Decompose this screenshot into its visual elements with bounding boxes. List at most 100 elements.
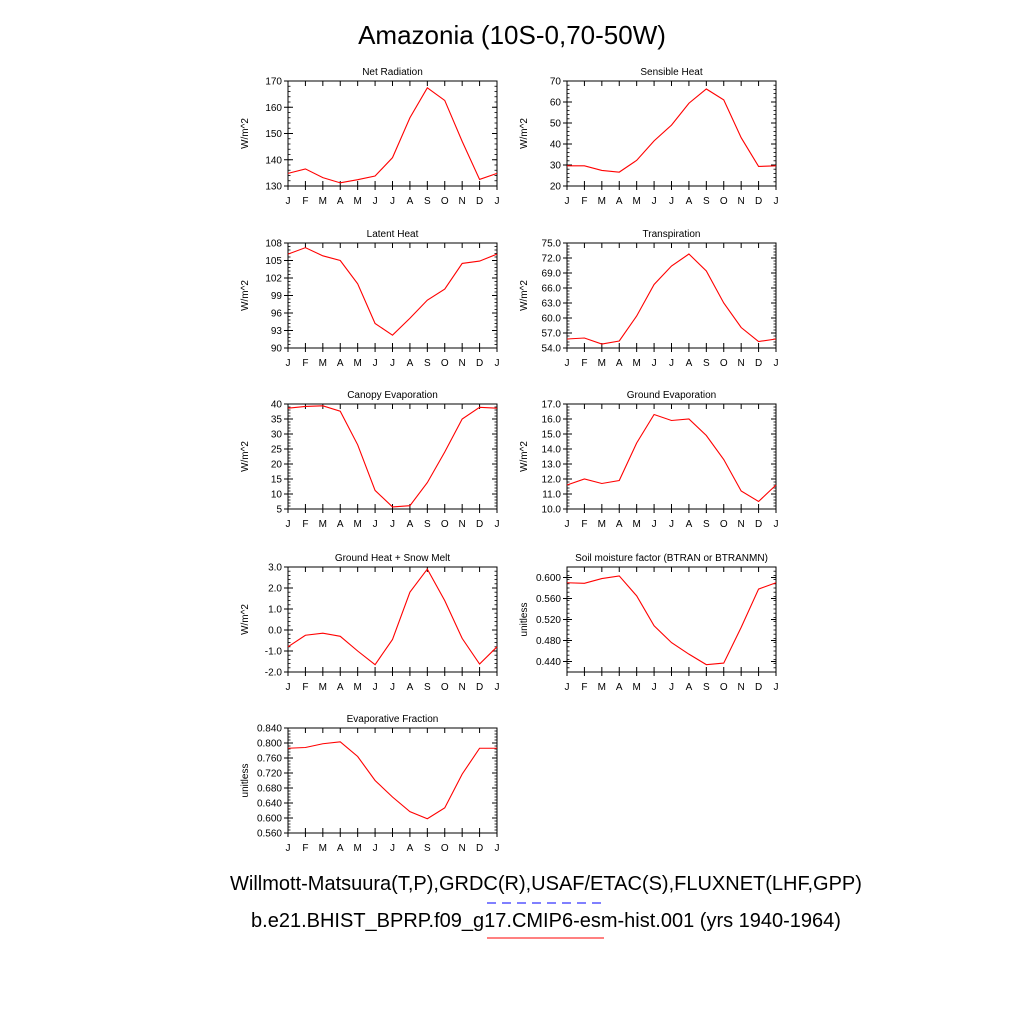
x-tick-label: O: [720, 519, 728, 530]
x-tick-label: D: [476, 519, 483, 530]
x-tick-label: F: [581, 196, 587, 207]
x-tick-label: M: [598, 358, 606, 369]
figure-title: Amazonia (10S-0,70-50W): [358, 20, 666, 50]
y-tick-label: 105: [265, 256, 282, 267]
x-tick-label: J: [669, 358, 674, 369]
x-tick-label: J: [390, 196, 395, 207]
x-tick-label: J: [774, 196, 779, 207]
x-tick-label: M: [353, 358, 361, 369]
plot-frame: [287, 242, 498, 349]
y-tick-label: 90: [271, 344, 283, 355]
x-tick-label: M: [598, 196, 606, 207]
series-line: [287, 87, 498, 184]
x-tick-label: N: [459, 519, 466, 530]
x-tick-label: J: [286, 519, 291, 530]
y-tick-label: 93: [271, 326, 283, 337]
panel-title: Soil moisture factor (BTRAN or BTRANMN): [575, 553, 768, 564]
series-line: [287, 741, 497, 820]
x-tick-label: J: [495, 519, 500, 530]
x-tick-label: J: [565, 196, 570, 207]
x-tick-label: S: [424, 196, 431, 207]
x-tick-label: J: [565, 519, 570, 530]
y-axis-label: W/m^2: [240, 441, 251, 472]
x-tick-label: A: [686, 682, 693, 693]
y-tick-label: 20: [271, 460, 283, 471]
x-tick-label: A: [616, 519, 623, 530]
y-axis-label: W/m^2: [519, 280, 530, 311]
x-tick-label: O: [441, 843, 449, 854]
x-tick-label: S: [703, 682, 710, 693]
y-tick-label: 63.0: [542, 299, 562, 310]
x-tick-label: F: [302, 358, 308, 369]
x-tick-label: J: [390, 358, 395, 369]
y-tick-label: 14.0: [542, 445, 562, 456]
y-tick-label: 60.0: [542, 314, 562, 325]
x-tick-label: A: [337, 196, 344, 207]
y-tick-label: 96: [271, 309, 283, 320]
y-axis-label: unitless: [240, 764, 251, 798]
x-tick-label: J: [495, 196, 500, 207]
panel-soil-moisture-factor-btran-or-btranmn: Soil moisture factor (BTRAN or BTRANMN) u…: [519, 553, 779, 693]
x-tick-label: M: [353, 196, 361, 207]
panel-evaporative-fraction: Evaporative Fraction unitless 0.560 0.600 0.…: [240, 714, 500, 854]
series-line: [287, 247, 498, 336]
x-tick-label: N: [738, 358, 745, 369]
y-tick-label: 15: [271, 475, 283, 486]
y-tick-label: 54.0: [542, 344, 562, 355]
x-tick-label: S: [703, 358, 710, 369]
x-tick-label: J: [373, 843, 378, 854]
x-tick-label: O: [441, 196, 449, 207]
panel-ground-heat-snow-melt: Ground Heat + Snow Melt W/m^2 -2.0 -1.0 0.0 1…: [240, 553, 500, 693]
x-tick-label: J: [774, 358, 779, 369]
x-tick-label: J: [774, 519, 779, 530]
x-tick-label: A: [337, 682, 344, 693]
y-tick-label: 70: [550, 77, 562, 88]
obs-legend-label: Willmott-Matsuura(T,P),GRDC(R),USAF/ETAC…: [230, 873, 862, 895]
x-tick-label: O: [441, 358, 449, 369]
x-tick-label: D: [755, 682, 762, 693]
panel-title: Sensible Heat: [640, 67, 702, 78]
y-tick-label: 30: [271, 430, 283, 441]
panel-title: Transpiration: [643, 229, 701, 240]
y-tick-label: 108: [265, 239, 282, 250]
x-tick-label: M: [632, 196, 640, 207]
x-tick-label: J: [373, 519, 378, 530]
y-tick-label: 102: [265, 274, 282, 285]
y-tick-label: 0.640: [257, 799, 282, 810]
x-tick-label: S: [424, 358, 431, 369]
y-tick-label: -1.0: [265, 647, 283, 658]
plot-frame: [287, 727, 498, 834]
y-tick-label: 72.0: [542, 254, 562, 265]
x-tick-label: A: [407, 519, 414, 530]
x-tick-label: D: [755, 358, 762, 369]
series-line: [287, 568, 498, 666]
x-tick-label: J: [286, 196, 291, 207]
x-tick-label: J: [565, 358, 570, 369]
x-tick-label: D: [476, 358, 483, 369]
y-tick-label: 35: [271, 415, 283, 426]
x-tick-label: M: [353, 519, 361, 530]
x-tick-label: J: [669, 519, 674, 530]
x-tick-label: J: [774, 682, 779, 693]
y-tick-label: 25: [271, 445, 283, 456]
y-tick-label: 0.760: [257, 754, 282, 765]
y-tick-label: 0.600: [536, 573, 561, 584]
x-tick-label: D: [755, 519, 762, 530]
x-tick-label: S: [703, 519, 710, 530]
y-tick-label: 0.840: [257, 724, 282, 735]
y-tick-label: 3.0: [268, 563, 282, 574]
x-tick-label: J: [390, 843, 395, 854]
y-tick-label: 40: [271, 400, 283, 411]
x-tick-label: M: [319, 843, 327, 854]
y-axis-label: unitless: [519, 603, 530, 637]
plot-frame: [287, 80, 498, 187]
y-tick-label: 11.0: [542, 490, 561, 501]
x-tick-label: J: [495, 682, 500, 693]
y-tick-label: 17.0: [542, 400, 562, 411]
y-tick-label: 1.0: [268, 605, 282, 616]
x-tick-label: F: [302, 519, 308, 530]
y-axis-label: W/m^2: [240, 604, 251, 635]
y-axis-label: W/m^2: [240, 280, 251, 311]
